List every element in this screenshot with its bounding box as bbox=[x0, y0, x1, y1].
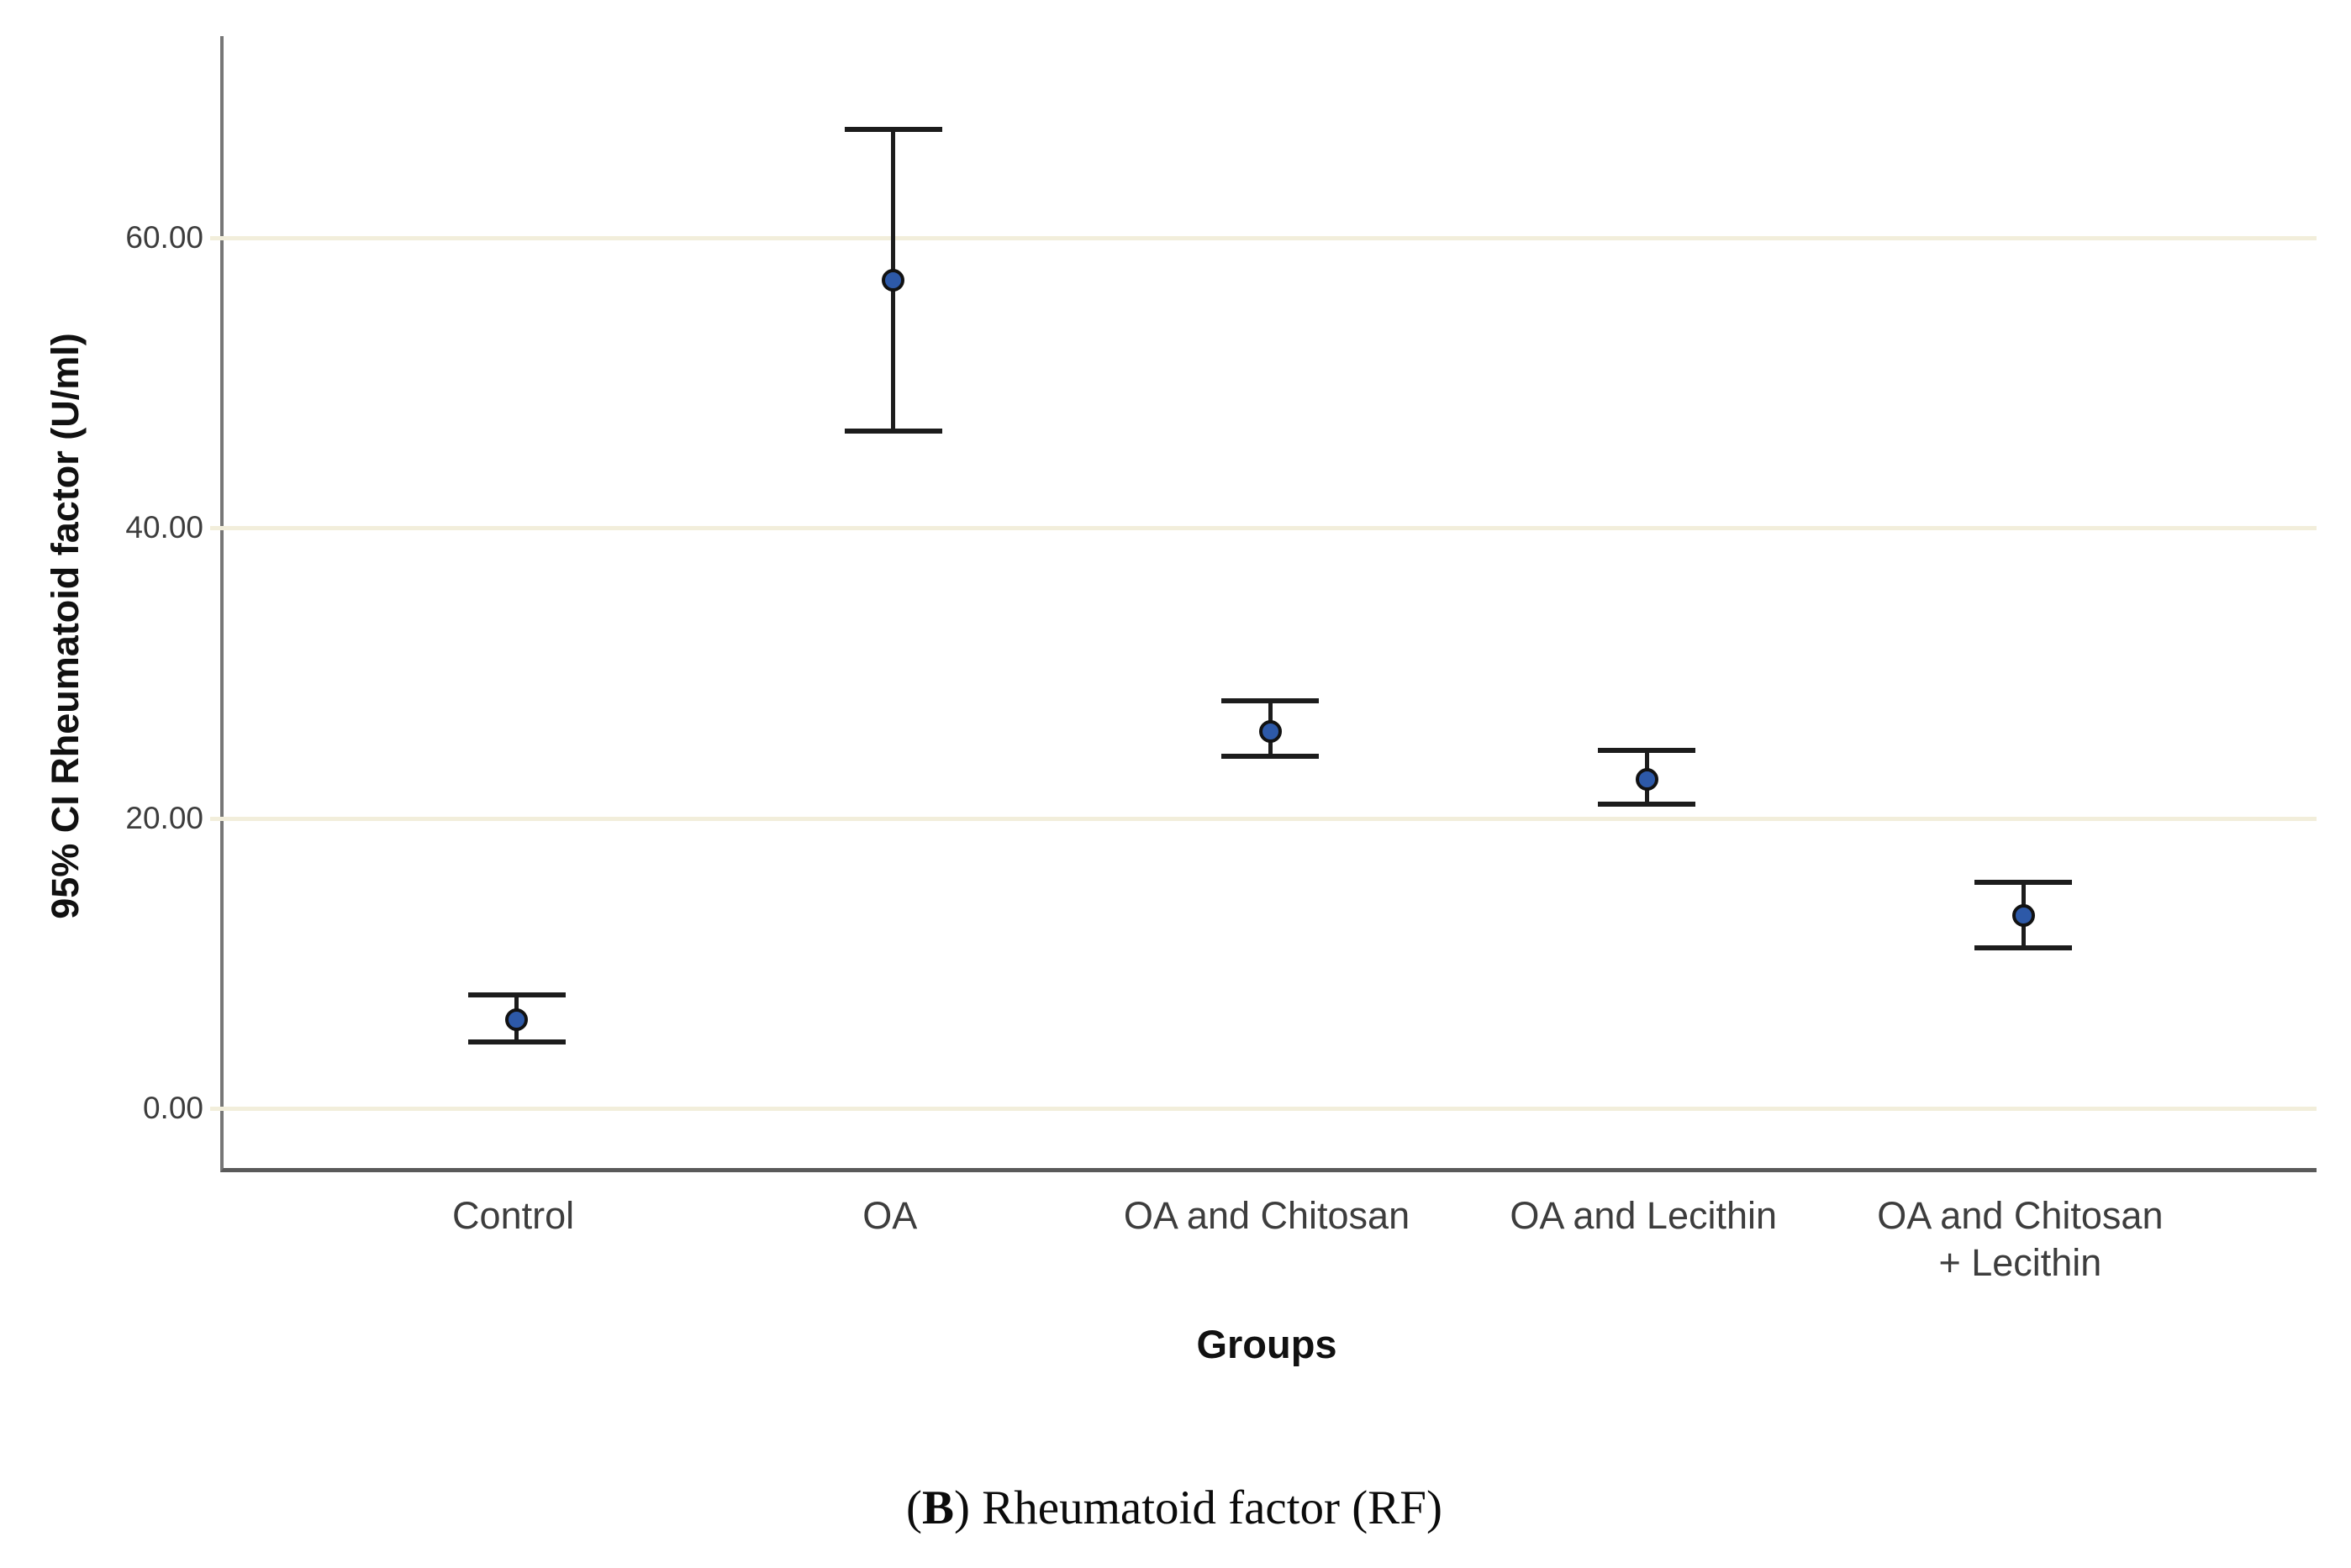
y-tick-label: 40.00 bbox=[125, 510, 203, 545]
x-category-label-line: OA bbox=[862, 1194, 918, 1237]
caption-text: ) Rheumatoid factor (RF) bbox=[954, 1481, 1442, 1534]
x-axis-title: Groups bbox=[1196, 1322, 1337, 1366]
errorbar-cap-lower bbox=[1598, 801, 1696, 807]
gridline-40.00 bbox=[210, 526, 2317, 531]
errorbar-cap-upper bbox=[1598, 747, 1696, 753]
figure-caption: (B) Rheumatoid factor (RF) bbox=[754, 1481, 1595, 1535]
errorbar-cap-upper bbox=[844, 126, 942, 132]
x-category-label-line: Control bbox=[452, 1194, 575, 1237]
x-category-label-line: OA and Chitosan bbox=[1123, 1194, 1410, 1237]
caption-paren-open: ( bbox=[906, 1481, 922, 1534]
x-category-label: OA and Lecithin bbox=[1425, 1192, 1862, 1239]
errorbar-cap-lower bbox=[844, 428, 942, 434]
mean-marker bbox=[1258, 719, 1282, 743]
gridline-0.00 bbox=[210, 1107, 2317, 1112]
gridline-20.00 bbox=[210, 816, 2317, 821]
errorbar-cap-lower bbox=[467, 1039, 566, 1044]
mean-marker bbox=[882, 268, 905, 292]
gridline-60.00 bbox=[210, 236, 2317, 241]
mean-marker bbox=[2011, 904, 2035, 927]
y-tick-label: 0.00 bbox=[142, 1091, 203, 1126]
errorbar-cap-lower bbox=[1974, 944, 2073, 950]
plot-area bbox=[210, 36, 2317, 1172]
y-tick-label: 60.00 bbox=[125, 220, 203, 255]
errorbar-cap-upper bbox=[467, 992, 566, 998]
errorbar-cap-upper bbox=[1221, 697, 1319, 703]
errorbar-cap-lower bbox=[1221, 753, 1319, 759]
x-category-label-line: + Lecithin bbox=[1938, 1241, 2102, 1284]
x-category-label-line: OA and Chitosan bbox=[1877, 1194, 2164, 1237]
x-category-label-line: OA and Lecithin bbox=[1510, 1194, 1778, 1237]
caption-panel-letter: B bbox=[922, 1481, 955, 1534]
errorbar-cap-upper bbox=[1974, 879, 2073, 885]
mean-marker bbox=[1635, 767, 1658, 791]
x-category-label: OA and Chitosan bbox=[1048, 1192, 1485, 1239]
x-category-label: OA bbox=[672, 1192, 1109, 1239]
mean-marker bbox=[505, 1008, 529, 1032]
x-category-label: Control bbox=[295, 1192, 732, 1239]
x-category-label: OA and Chitosan + Lecithin bbox=[1801, 1192, 2238, 1286]
y-tick-label: 20.00 bbox=[125, 800, 203, 835]
